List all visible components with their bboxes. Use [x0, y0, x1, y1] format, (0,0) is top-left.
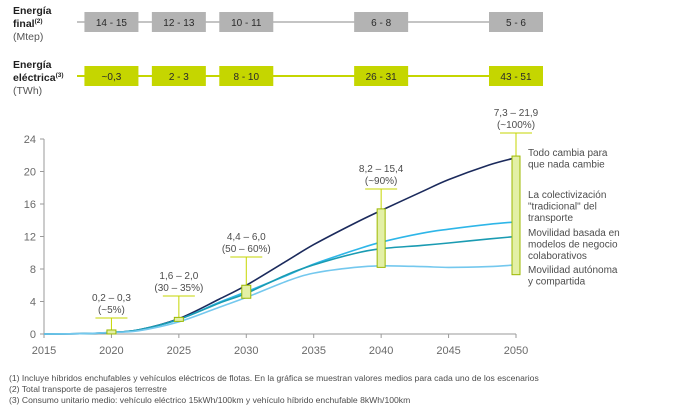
energia-final-box — [354, 12, 409, 32]
energia-final-title: Energía — [13, 5, 52, 17]
y-tick-label: 24 — [24, 134, 36, 146]
energia-electrica-box — [489, 66, 543, 86]
energia-final-box — [219, 12, 274, 32]
energia-final-value: 10 - 11 — [231, 18, 262, 29]
x-tick-label: 2030 — [234, 345, 258, 357]
series-line-movilidad-negocio — [43, 235, 517, 335]
y-tick-label: 8 — [30, 264, 36, 276]
range-label: 4,4 – 6,0 — [227, 232, 266, 243]
x-tick-label: 2035 — [301, 345, 325, 357]
energia-electrica-value: 43 - 51 — [500, 72, 532, 83]
y-tick-label: 12 — [24, 232, 36, 244]
energia-electrica-box — [84, 66, 139, 86]
y-tick-label: 16 — [24, 199, 36, 211]
range-label: 0,2 – 0,3 — [92, 293, 131, 304]
range-bar-2020 — [106, 329, 117, 335]
series-lines — [43, 156, 517, 335]
range-label: 7,3 – 21,9 — [494, 108, 539, 119]
legend: Todo cambia para que nada cambie La colect… — [528, 148, 620, 288]
range-bar-2030 — [241, 284, 252, 299]
legend-movilidad-negocio: Movilidad basada en modelos de negocio col… — [528, 228, 620, 262]
energia-final-value: 6 - 8 — [371, 18, 391, 29]
series-line-movilidad-autonoma — [43, 264, 517, 335]
range-share-label: (50 – 60%) — [222, 244, 271, 255]
y-tick-label: 0 — [30, 329, 36, 341]
range-label: 1,6 – 2,0 — [159, 271, 198, 282]
x-tick-label: 2050 — [504, 345, 528, 357]
energia-electrica-box — [219, 66, 274, 86]
footnote-1: (1) Incluye híbridos enchufables y vehíc… — [9, 373, 539, 383]
range-label: 8,2 – 15,4 — [359, 164, 404, 175]
x-tick-label: 2020 — [99, 345, 123, 357]
x-tick-label: 2015 — [32, 345, 56, 357]
energia-electrica-label: Energía eléctrica(3) (TWh) — [13, 59, 64, 97]
footnote-2: (2) Total transporte de pasajeros terres… — [9, 384, 167, 394]
energia-final-unit: (Mtep) — [13, 31, 43, 43]
energia-final-box — [84, 12, 139, 32]
range-bar-2050 — [511, 155, 521, 276]
legend-movilidad-autonoma: Movilidad autónoma y compartida — [528, 265, 618, 288]
footnote-3: (3) Consumo unitario medio: vehículo elé… — [9, 395, 410, 405]
energia-electrica-title-2: eléctrica(3) — [13, 72, 64, 84]
legend-colectivizacion: La colectivización "tradicional" del trans… — [528, 190, 606, 224]
energia-electrica-value: ~0,3 — [102, 72, 122, 83]
range-share-label: (30 – 35%) — [154, 283, 203, 294]
header-rows: 14 - 15 12 - 13 10 - 11 6 - 8 5 - 6 ~0,3 2 - 3… — [77, 12, 543, 86]
energia-final-value: 14 - 15 — [96, 18, 128, 29]
energia-electrica-box — [151, 66, 206, 86]
range-share-label: (~100%) — [497, 120, 535, 131]
range-share-label: (~5%) — [98, 305, 125, 316]
y-tick-label: 20 — [24, 167, 36, 179]
x-tick-label: 2040 — [369, 345, 393, 357]
range-bars: 0,2 – 0,3(~5%) 1,6 – 2,0(30 – 35%) 4,4 – 6… — [92, 108, 539, 335]
legend-todo-cambia: Todo cambia para que nada cambie — [528, 148, 608, 171]
energia-electrica-value: 2 - 3 — [169, 72, 189, 83]
range-share-label: (~90%) — [365, 176, 398, 187]
energia-electrica-box — [354, 66, 409, 86]
x-tick-label: 2025 — [167, 345, 191, 357]
axes: 0 4 8 12 16 20 24 2015 2020 2025 2030 2035 2040 2045 2… — [24, 134, 528, 357]
energia-electrica-value: 26 - 31 — [366, 72, 398, 83]
energia-electrica-unit: (TWh) — [13, 85, 42, 97]
energia-final-value: 5 - 6 — [506, 18, 526, 29]
range-bar-2025 — [173, 316, 184, 322]
range-bar-2040 — [376, 208, 386, 268]
y-tick-label: 4 — [30, 297, 36, 309]
footnotes: (1) Incluye híbridos enchufables y vehíc… — [9, 373, 539, 405]
energia-final-box — [489, 12, 543, 32]
energia-electrica-value: 8 - 10 — [233, 72, 259, 83]
energia-final-value: 12 - 13 — [163, 18, 195, 29]
x-tick-label: 2045 — [436, 345, 460, 357]
energia-final-label: Energía final(2) (Mtep) — [13, 5, 52, 43]
energia-final-box — [151, 12, 206, 32]
energia-electrica-title: Energía — [13, 59, 52, 71]
energia-final-title-2: final(2) — [13, 18, 43, 30]
